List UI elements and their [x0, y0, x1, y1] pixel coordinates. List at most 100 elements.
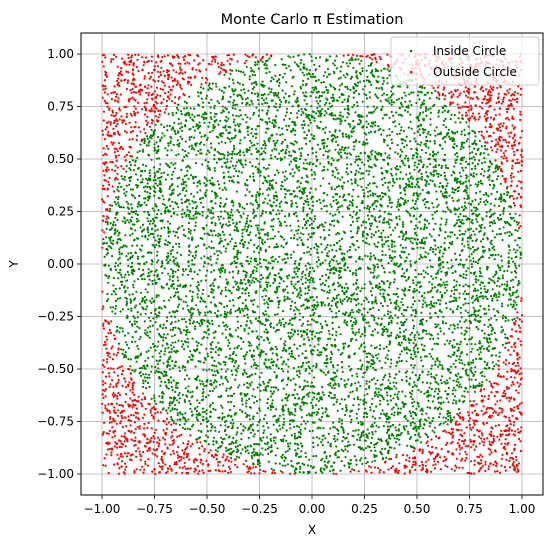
inside-point — [202, 382, 205, 386]
inside-point — [482, 238, 485, 241]
inside-point — [267, 315, 270, 318]
inside-point — [480, 240, 483, 243]
inside-point — [244, 304, 247, 307]
inside-point — [196, 347, 199, 351]
inside-point — [374, 156, 377, 159]
inside-point — [464, 166, 467, 169]
inside-point — [253, 401, 256, 404]
inside-point — [170, 149, 173, 152]
inside-point — [439, 182, 442, 185]
outside-point — [480, 459, 483, 462]
inside-point — [313, 335, 317, 338]
inside-point — [437, 383, 440, 386]
inside-point — [210, 146, 213, 149]
outside-point — [134, 121, 137, 124]
inside-point — [438, 303, 441, 306]
inside-point — [293, 309, 296, 312]
inside-point — [389, 213, 393, 216]
outside-point — [141, 398, 144, 401]
inside-point — [327, 441, 330, 444]
inside-point — [453, 191, 456, 194]
inside-point — [463, 205, 466, 208]
inside-point — [441, 147, 444, 150]
inside-point — [157, 208, 160, 212]
inside-point — [309, 465, 312, 468]
inside-point — [299, 287, 302, 290]
outside-point — [159, 71, 162, 74]
outside-point — [458, 438, 461, 441]
inside-point — [153, 299, 156, 302]
inside-point — [260, 278, 263, 281]
inside-point — [166, 154, 169, 157]
inside-point — [380, 152, 383, 156]
inside-point — [171, 111, 174, 114]
inside-point — [215, 385, 218, 388]
inside-point — [257, 338, 260, 341]
inside-point — [255, 363, 258, 367]
inside-point — [176, 177, 179, 180]
inside-point — [371, 415, 374, 418]
inside-point — [207, 333, 210, 336]
inside-point — [204, 395, 208, 399]
outside-point — [116, 453, 119, 456]
outside-point — [513, 141, 516, 144]
inside-point — [380, 69, 383, 72]
inside-point — [206, 325, 209, 328]
inside-point — [324, 71, 327, 74]
outside-point — [500, 411, 503, 414]
inside-point — [117, 185, 120, 189]
inside-point — [233, 245, 236, 248]
inside-point — [199, 300, 202, 303]
inside-point — [319, 162, 322, 165]
outside-point — [493, 394, 496, 398]
inside-point — [366, 205, 369, 208]
inside-point — [316, 301, 319, 304]
inside-point — [337, 158, 340, 161]
inside-point — [284, 457, 287, 460]
inside-point — [464, 283, 467, 286]
inside-point — [372, 306, 375, 309]
inside-point — [180, 318, 184, 321]
inside-point — [363, 412, 366, 415]
inside-point — [377, 438, 380, 441]
outside-point — [146, 121, 149, 124]
outside-point — [500, 442, 503, 445]
inside-point — [251, 279, 254, 282]
inside-point — [197, 104, 201, 107]
inside-point — [277, 367, 280, 370]
outside-point — [418, 464, 421, 467]
inside-point — [516, 284, 520, 287]
inside-point — [291, 291, 295, 295]
inside-point — [418, 435, 421, 439]
inside-point — [467, 202, 470, 205]
outside-point — [489, 116, 492, 119]
inside-point — [444, 140, 447, 143]
inside-point — [375, 302, 378, 305]
outside-point — [230, 58, 233, 61]
inside-point — [246, 96, 249, 100]
inside-point — [386, 156, 389, 159]
inside-point — [177, 319, 180, 322]
outside-point — [149, 75, 152, 78]
inside-point — [397, 398, 400, 401]
inside-point — [363, 206, 366, 209]
outside-point — [214, 60, 217, 63]
inside-point — [335, 249, 338, 252]
inside-point — [349, 245, 352, 249]
inside-point — [119, 326, 122, 329]
inside-point — [383, 300, 387, 303]
inside-point — [220, 140, 223, 143]
inside-point — [338, 195, 341, 198]
inside-point — [357, 171, 360, 174]
outside-point — [104, 464, 107, 467]
inside-point — [234, 360, 237, 363]
inside-point — [186, 205, 189, 208]
inside-point — [358, 118, 361, 121]
inside-point — [495, 233, 498, 236]
inside-point — [448, 342, 451, 345]
inside-point — [350, 309, 354, 312]
inside-point — [345, 282, 348, 285]
inside-point — [107, 264, 110, 267]
inside-point — [277, 328, 280, 331]
inside-point — [336, 208, 339, 211]
